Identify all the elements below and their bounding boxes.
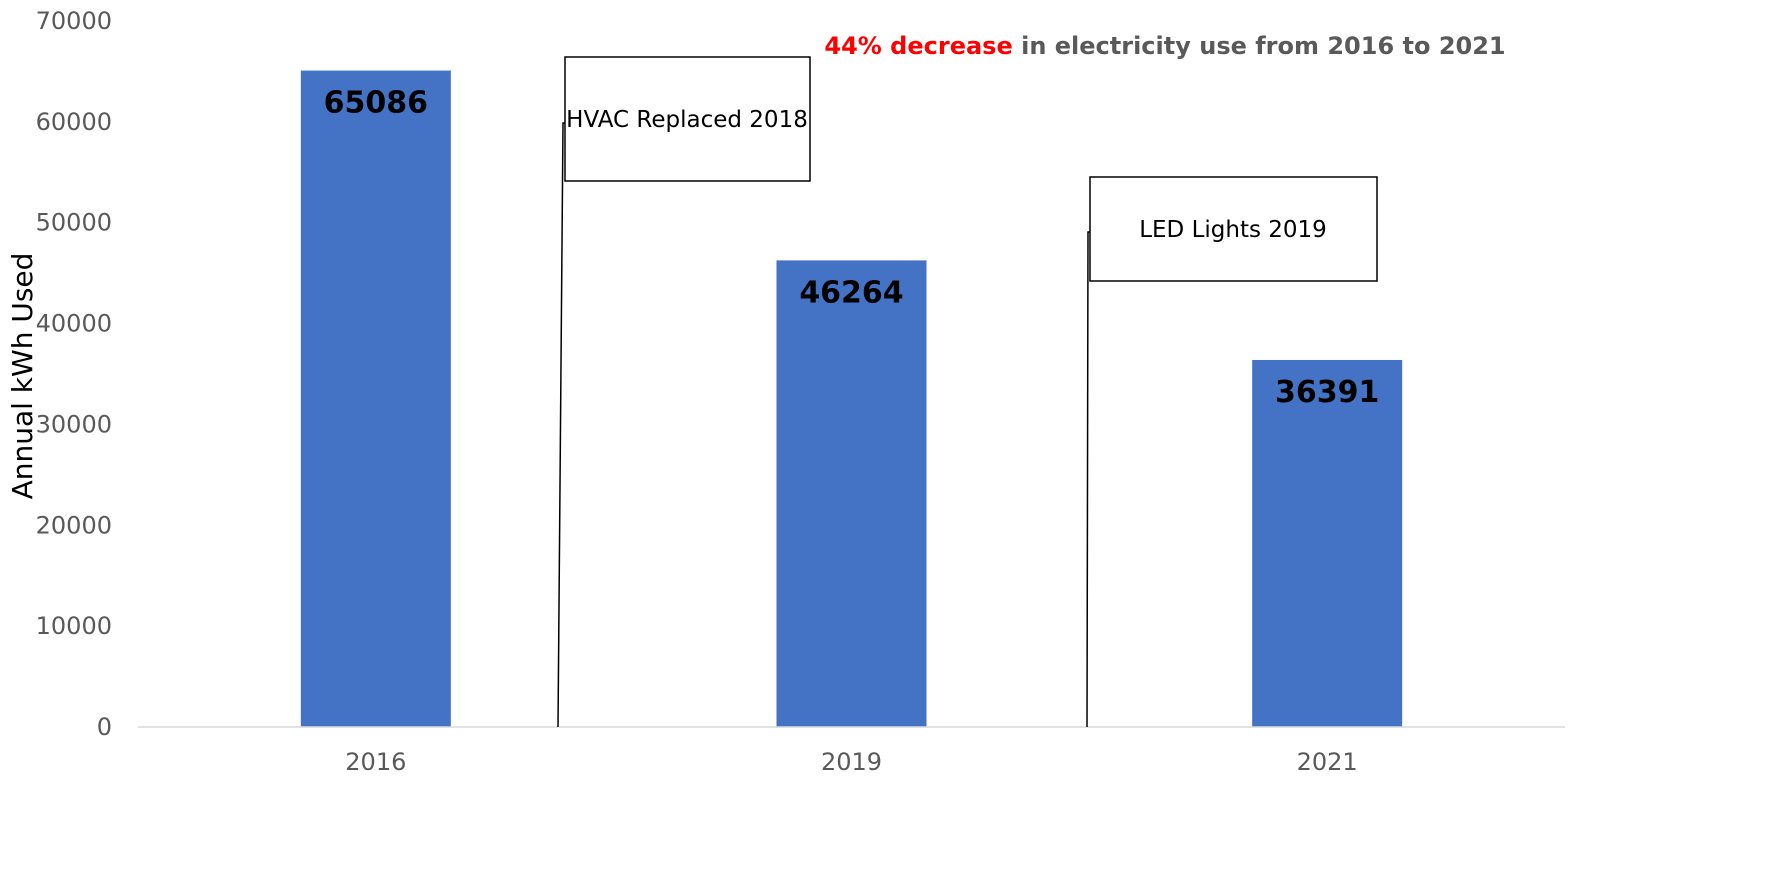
annotation-led: LED Lights 2019	[1086, 176, 1378, 728]
y-tick-label: 0	[97, 713, 112, 741]
bar-2016	[300, 70, 451, 727]
headline-highlight: 44% decrease	[824, 32, 1012, 60]
data-label-2021: 36391	[1275, 375, 1379, 410]
y-tick-label: 10000	[36, 612, 112, 640]
bar-2021	[1252, 359, 1403, 727]
x-tick-label: 2016	[345, 748, 406, 776]
bars	[300, 70, 1403, 727]
hvac-callout-line	[557, 122, 565, 728]
led-annotation-text: LED Lights 2019	[1139, 217, 1327, 243]
x-tick-label: 2019	[821, 748, 882, 776]
chart-headline: 44% decrease in electricity use from 201…	[824, 32, 1505, 60]
headline-rest: in electricity use from 2016 to 2021	[1013, 32, 1506, 60]
x-axis-ticks: 2016 2019 2021	[345, 748, 1357, 776]
data-label-2016: 65086	[324, 86, 428, 121]
y-tick-label: 50000	[36, 209, 112, 237]
annotation-hvac: HVAC Replaced 2018	[557, 56, 811, 728]
y-axis-label: Annual kWh Used	[6, 253, 39, 500]
hvac-annotation-text: HVAC Replaced 2018	[566, 107, 808, 133]
bar-2019	[776, 260, 927, 727]
y-tick-label: 60000	[36, 108, 112, 136]
x-tick-label: 2021	[1297, 748, 1358, 776]
data-label-2019: 46264	[799, 275, 903, 310]
y-tick-label: 70000	[36, 7, 112, 35]
data-labels: 65086 46264 36391	[324, 86, 1380, 410]
y-axis-ticks: 0 10000 20000 30000 40000 50000 60000 70000	[36, 7, 112, 741]
led-callout-line	[1086, 231, 1090, 728]
led-annotation-box	[1089, 176, 1378, 282]
y-tick-label: 30000	[36, 410, 112, 438]
y-tick-label: 40000	[36, 310, 112, 338]
y-tick-label: 20000	[36, 511, 112, 539]
hvac-annotation-box	[564, 56, 811, 182]
